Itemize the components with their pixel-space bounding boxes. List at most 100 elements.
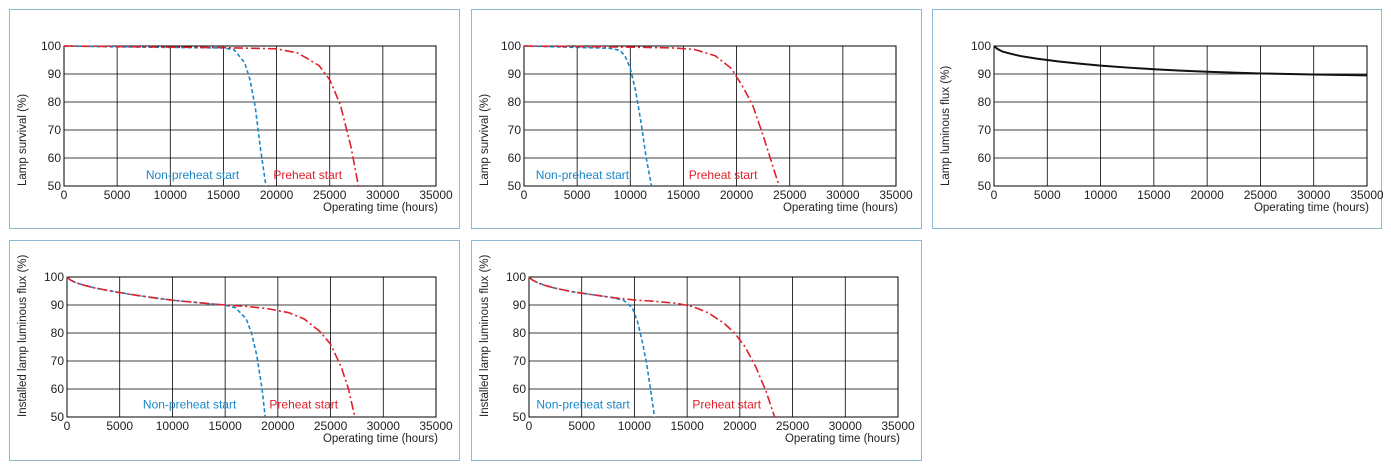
plot-frame bbox=[66, 276, 437, 418]
x-tick-label: 35000 bbox=[1350, 188, 1383, 202]
chart-panel-4: 0 5000 10000 15000 20000 25000 30000 35000 50 60 7… bbox=[9, 240, 460, 461]
x-tick-label: 20000 bbox=[1190, 188, 1224, 202]
grid bbox=[993, 45, 1368, 187]
y-tick-label: 50 bbox=[978, 179, 992, 193]
x-tick-label: 5000 bbox=[104, 188, 131, 202]
x-tick-label: 20000 bbox=[261, 419, 295, 433]
y-tick-label: 50 bbox=[51, 410, 65, 424]
series-line-preheat-start bbox=[523, 45, 780, 187]
x-tick-label: 35000 bbox=[881, 419, 915, 433]
annotation-label: Preheat start bbox=[689, 168, 758, 182]
x-tick-label: 15000 bbox=[1137, 188, 1171, 202]
series-line-non-preheat-start bbox=[63, 45, 267, 187]
y-tick-label: 90 bbox=[51, 298, 65, 312]
chart-1: 0 5000 10000 15000 20000 25000 30000 35000 50 60 7… bbox=[17, 39, 453, 214]
x-axis-label: Operating time (hours) bbox=[1254, 202, 1369, 214]
plot-frame bbox=[993, 45, 1368, 187]
annotation-label: Non-preheat start bbox=[536, 168, 630, 182]
y-tick-label: 60 bbox=[51, 382, 65, 396]
x-tick-label: 10000 bbox=[156, 419, 190, 433]
x-tick-label: 15000 bbox=[207, 188, 241, 202]
y-tick-label: 90 bbox=[48, 67, 62, 81]
annotation-label: Preheat start bbox=[273, 168, 342, 182]
chart-panel-2: 0 5000 10000 15000 20000 25000 30000 35000 50 60 7… bbox=[471, 9, 922, 229]
y-tick-label: 60 bbox=[48, 151, 62, 165]
x-tick-label: 30000 bbox=[829, 419, 863, 433]
y-axis-label: Installed lamp luminous flux (%) bbox=[479, 254, 491, 417]
chart-3: 0 5000 10000 15000 20000 25000 30000 35000 50 60 7… bbox=[940, 39, 1383, 214]
x-tick-label: 30000 bbox=[367, 419, 401, 433]
annotation-label: Non-preheat start bbox=[143, 398, 237, 412]
x-tick-label: 15000 bbox=[667, 188, 701, 202]
x-axis-label: Operating time (hours) bbox=[783, 202, 898, 214]
y-tick-label: 70 bbox=[513, 354, 527, 368]
y-tick-label: 60 bbox=[508, 151, 522, 165]
y-axis-label: Installed lamp luminous flux (%) bbox=[17, 254, 29, 417]
chart-2: 0 5000 10000 15000 20000 25000 30000 35000 50 60 7… bbox=[479, 39, 913, 214]
x-tick-label: 20000 bbox=[260, 188, 294, 202]
x-tick-label: 20000 bbox=[720, 188, 754, 202]
x-tick-label: 15000 bbox=[208, 419, 242, 433]
x-tick-label: 35000 bbox=[879, 188, 913, 202]
chart-panel-5: 0 5000 10000 15000 20000 25000 30000 35000 50 60 7… bbox=[471, 240, 922, 461]
x-tick-label: 5000 bbox=[106, 419, 133, 433]
series-line-flux bbox=[993, 45, 1368, 77]
annotation-label: Non-preheat start bbox=[146, 168, 240, 182]
grid bbox=[66, 276, 437, 418]
x-tick-label: 35000 bbox=[419, 188, 453, 202]
grid bbox=[528, 276, 899, 418]
x-tick-label: 0 bbox=[991, 188, 998, 202]
y-tick-label: 50 bbox=[48, 179, 62, 193]
plot-frame bbox=[523, 45, 897, 187]
y-tick-label: 70 bbox=[978, 123, 992, 137]
y-tick-label: 100 bbox=[501, 39, 521, 53]
grid bbox=[63, 45, 437, 187]
x-tick-label: 25000 bbox=[313, 188, 347, 202]
plot-frame bbox=[528, 276, 899, 418]
y-tick-label: 70 bbox=[51, 354, 65, 368]
x-tick-label: 0 bbox=[61, 188, 68, 202]
x-tick-label: 30000 bbox=[1297, 188, 1331, 202]
y-tick-label: 80 bbox=[513, 326, 527, 340]
y-tick-label: 60 bbox=[978, 151, 992, 165]
x-tick-label: 5000 bbox=[1034, 188, 1061, 202]
y-tick-label: 60 bbox=[513, 382, 527, 396]
x-tick-label: 25000 bbox=[776, 419, 810, 433]
y-tick-label: 70 bbox=[508, 123, 522, 137]
series-line-preheat-start bbox=[66, 276, 356, 418]
y-tick-label: 80 bbox=[48, 95, 62, 109]
x-tick-label: 25000 bbox=[773, 188, 807, 202]
series-line-preheat-start bbox=[528, 276, 776, 418]
x-tick-label: 0 bbox=[526, 419, 533, 433]
annotation-label: Non-preheat start bbox=[536, 398, 630, 412]
chart-4: 0 5000 10000 15000 20000 25000 30000 35000 50 60 7… bbox=[17, 254, 453, 445]
y-tick-label: 80 bbox=[978, 95, 992, 109]
grid bbox=[523, 45, 897, 187]
chart-panel-1: 0 5000 10000 15000 20000 25000 30000 35000 50 60 7… bbox=[9, 9, 460, 229]
y-tick-label: 100 bbox=[41, 39, 61, 53]
y-tick-label: 100 bbox=[971, 39, 991, 53]
y-axis-label: Lamp survival (%) bbox=[479, 94, 491, 186]
y-tick-label: 90 bbox=[978, 67, 992, 81]
x-axis-label: Operating time (hours) bbox=[785, 433, 900, 445]
annotation-label: Preheat start bbox=[269, 398, 338, 412]
x-axis-label: Operating time (hours) bbox=[323, 202, 438, 214]
x-tick-label: 10000 bbox=[614, 188, 648, 202]
x-tick-label: 10000 bbox=[154, 188, 188, 202]
plot-frame bbox=[63, 45, 437, 187]
y-tick-label: 90 bbox=[508, 67, 522, 81]
y-tick-label: 50 bbox=[508, 179, 522, 193]
x-tick-label: 0 bbox=[64, 419, 71, 433]
y-axis-label: Lamp luminous flux (%) bbox=[940, 66, 952, 186]
chart-5: 0 5000 10000 15000 20000 25000 30000 35000 50 60 7… bbox=[479, 254, 915, 445]
annotation-label: Preheat start bbox=[692, 398, 761, 412]
x-tick-label: 30000 bbox=[826, 188, 860, 202]
x-tick-label: 35000 bbox=[419, 419, 453, 433]
x-tick-label: 30000 bbox=[366, 188, 400, 202]
x-tick-label: 25000 bbox=[1244, 188, 1278, 202]
y-tick-label: 70 bbox=[48, 123, 62, 137]
x-tick-label: 15000 bbox=[670, 419, 704, 433]
x-tick-label: 5000 bbox=[568, 419, 595, 433]
y-tick-label: 50 bbox=[513, 410, 527, 424]
y-axis-label: Lamp survival (%) bbox=[17, 94, 29, 186]
